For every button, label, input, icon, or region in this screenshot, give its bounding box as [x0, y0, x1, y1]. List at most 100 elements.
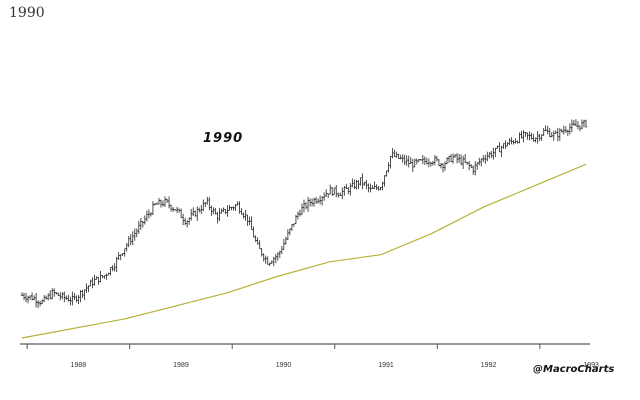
price-bar	[190, 208, 193, 221]
price-bar	[143, 215, 147, 225]
price-bar	[300, 203, 304, 215]
price-bar	[385, 170, 388, 177]
price-bar	[288, 228, 292, 236]
price-bar	[246, 214, 249, 226]
price-bar	[472, 165, 475, 175]
price-bar	[439, 162, 443, 169]
price-bar	[415, 158, 418, 165]
price-bar	[461, 155, 465, 169]
price-bar	[302, 199, 306, 213]
x-tick-label: 1988	[71, 362, 87, 369]
price-bar	[449, 154, 453, 162]
price-series	[20, 119, 588, 308]
price-bar	[133, 228, 136, 241]
price-bar	[324, 189, 328, 197]
price-bar	[226, 205, 229, 217]
price-bar	[377, 186, 380, 191]
price-bar	[129, 234, 132, 246]
price-bar	[198, 207, 201, 213]
price-bar	[236, 201, 239, 206]
price-bar	[145, 210, 149, 222]
price-bar	[455, 153, 459, 164]
price-bar	[214, 208, 217, 215]
price-bar	[292, 223, 296, 227]
price-bar	[506, 142, 509, 147]
price-bar	[137, 220, 141, 234]
price-bar	[405, 155, 408, 166]
price-bar	[212, 207, 215, 215]
price-bar	[218, 208, 221, 222]
price-bar	[359, 177, 362, 186]
price-bar	[333, 187, 336, 195]
price-bar	[538, 133, 541, 141]
price-bar	[494, 147, 497, 158]
price-bar	[496, 145, 499, 149]
price-bar	[264, 255, 267, 264]
price-bar	[125, 242, 128, 252]
price-bar	[361, 173, 364, 190]
price-bar	[576, 121, 580, 130]
price-bar	[478, 157, 481, 166]
moving-average-series	[21, 163, 587, 339]
price-bar	[157, 197, 161, 205]
price-bar	[345, 183, 348, 190]
price-bar	[262, 253, 265, 262]
price-bar	[34, 293, 38, 308]
price-bar	[347, 186, 350, 195]
x-tick-label: 1992	[481, 362, 497, 369]
price-bar	[399, 154, 402, 160]
price-bar	[139, 218, 143, 230]
price-bar	[578, 125, 582, 132]
price-bar	[151, 201, 155, 215]
price-bar	[463, 154, 467, 164]
price-bar	[24, 292, 28, 303]
x-tick-label: 1993	[583, 362, 599, 369]
price-bar	[508, 138, 511, 145]
price-bar	[111, 265, 114, 272]
price-bar	[574, 119, 578, 127]
price-bar	[504, 140, 507, 149]
price-bar	[322, 192, 326, 201]
price-bar	[119, 254, 122, 261]
price-bar	[46, 293, 50, 301]
price-bar	[117, 252, 120, 261]
price-bar	[240, 208, 243, 215]
price-bar	[312, 197, 316, 207]
price-bar	[208, 197, 211, 211]
price-bar	[169, 204, 173, 212]
price-bar	[486, 151, 489, 162]
price-bar	[153, 203, 157, 206]
price-bar	[498, 142, 501, 153]
price-bar	[387, 162, 390, 173]
price-bar	[522, 130, 525, 143]
price-bar	[465, 161, 469, 165]
price-bar	[542, 128, 545, 137]
price-bar	[429, 161, 433, 167]
price-bar	[210, 205, 213, 216]
price-bar	[91, 277, 94, 289]
x-tick-label: 1991	[378, 362, 394, 369]
price-bar	[254, 235, 257, 243]
price-bar	[580, 119, 584, 130]
price-bar	[51, 288, 54, 300]
price-bar	[260, 248, 263, 257]
price-bar	[95, 276, 98, 280]
x-tick-label: 1990	[276, 362, 292, 369]
price-bar	[284, 236, 288, 245]
price-bar	[431, 160, 435, 166]
price-bar	[250, 216, 253, 231]
price-bar	[159, 199, 163, 208]
price-bar	[510, 137, 513, 145]
price-bar	[63, 291, 66, 303]
price-bar	[546, 125, 549, 135]
price-bar	[304, 202, 308, 210]
price-bar	[423, 156, 427, 165]
price-bar	[314, 197, 318, 205]
price-bar	[552, 130, 555, 141]
price-bar	[238, 201, 241, 214]
price-bar	[276, 251, 280, 261]
price-bar	[383, 175, 386, 187]
price-bar	[244, 209, 247, 221]
price-bar	[341, 187, 344, 200]
x-tick-label: 1989	[173, 362, 189, 369]
